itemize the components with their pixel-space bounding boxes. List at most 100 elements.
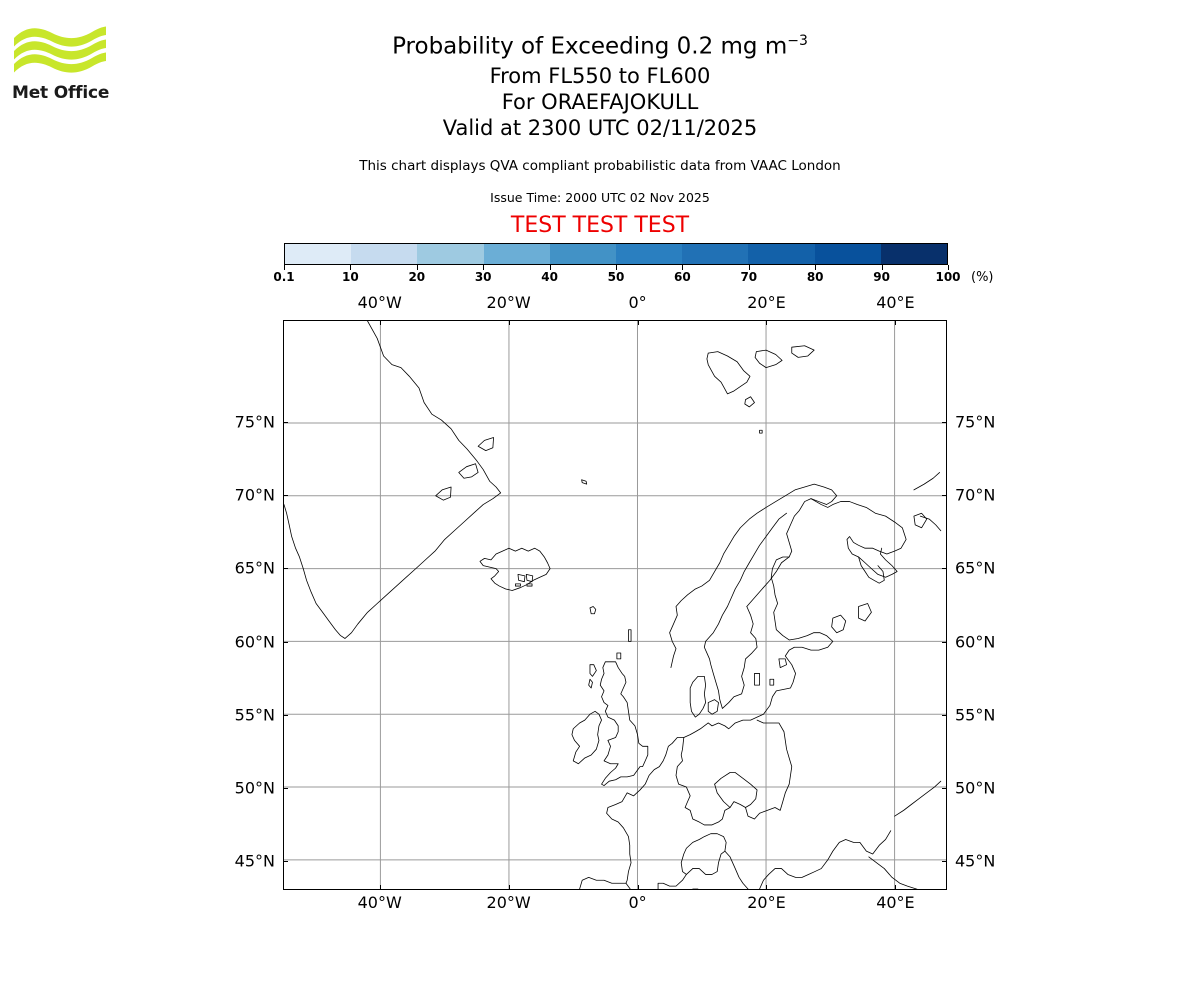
coastline-path-21 [589, 664, 597, 677]
coastline-path-14 [791, 345, 815, 358]
lat-label-left-6: 75°N [234, 412, 275, 432]
colorbar-tick-label-10: 100 [935, 270, 961, 284]
lat-label-left-1: 50°N [234, 778, 275, 798]
colorbar-tick-4 [549, 265, 551, 270]
coastline-path-44 [625, 874, 687, 889]
coastline-path-49 [913, 512, 928, 529]
title-volcano-name: For ORAEFAJOKULL [501, 89, 699, 114]
colorbar-band-5 [616, 244, 683, 264]
coastline-path-23 [616, 652, 622, 660]
coastline-path-10 [581, 479, 588, 485]
lon-label-bottom-2: 0° [628, 893, 647, 912]
lon-tick-bottom-3 [766, 885, 768, 890]
colorbar-tick-6 [682, 265, 684, 270]
colorbar-bands [284, 243, 948, 265]
coastline-path-13 [754, 349, 783, 369]
colorbar-tick-5 [616, 265, 617, 270]
coastline-path-19 [599, 661, 649, 786]
colorbar-tick-8 [815, 265, 817, 270]
lon-tick-bottom-2 [637, 885, 639, 890]
coastline-path-31 [714, 772, 758, 808]
coastline-path-5 [517, 574, 526, 583]
lat-label-right-3: 60°N [955, 632, 996, 652]
lat-label-right-4: 65°N [955, 558, 996, 578]
lat-label-right-1: 50°N [955, 778, 996, 798]
coastline-path-0 [284, 321, 502, 639]
colorbar-tick-label-8: 80 [806, 270, 824, 284]
probability-colorbar [284, 243, 948, 265]
lon-label-top-4: 40°E [876, 293, 915, 312]
map-plot-area[interactable] [283, 320, 947, 890]
lat-label-left-0: 45°N [234, 851, 275, 871]
colorbar-band-0 [285, 244, 352, 264]
chart-title-block: Probability of Exceeding 0.2 mg m−3 From… [0, 26, 1200, 141]
lat-tick-left-4 [283, 568, 288, 570]
title-flight-levels: From FL550 to FL600 [489, 63, 711, 88]
lon-label-top-2: 0° [628, 293, 647, 312]
lon-tick-bottom-0 [379, 885, 381, 890]
coastline-path-7 [515, 583, 521, 587]
lat-tick-left-3 [283, 641, 288, 643]
coastline-path-4 [479, 547, 551, 591]
coastline-path-27 [606, 722, 709, 884]
coastline-path-29 [746, 556, 790, 607]
coastline-path-33 [692, 850, 749, 889]
coastline-paths [284, 321, 942, 889]
lat-tick-left-0 [283, 860, 288, 862]
coastline-path-41 [831, 614, 847, 634]
colorbar-band-7 [748, 244, 815, 264]
colorbar-band-1 [351, 244, 418, 264]
coastline-path-37 [868, 856, 918, 889]
lon-label-top-1: 20°W [486, 293, 531, 312]
lon-tick-bottom-1 [508, 885, 510, 890]
coastline-path-24 [628, 629, 632, 642]
coastline-path-9 [589, 606, 597, 615]
coastline-path-28 [703, 512, 787, 709]
lat-tick-right-3 [942, 641, 947, 643]
title-valid-time: Valid at 2300 UTC 02/11/2025 [442, 115, 758, 140]
colorbar-tick-label-0: 0.1 [273, 270, 295, 284]
lat-label-right-5: 70°N [955, 485, 996, 505]
coastline-path-11 [759, 429, 763, 434]
colorbar-band-2 [417, 244, 484, 264]
coastline-path-20 [571, 710, 602, 765]
page-title: Probability of Exceeding 0.2 mg m−3 [0, 26, 1200, 63]
lon-tick-top-1 [508, 320, 510, 325]
lon-label-bottom-4: 40°E [876, 893, 915, 912]
coastline-path-6 [525, 574, 534, 583]
colorbar-tick-label-9: 90 [873, 270, 890, 284]
issue-time-label: Issue Time: 2000 UTC 02 Nov 2025 [490, 190, 710, 205]
lat-tick-left-2 [283, 714, 288, 716]
coastline-path-40 [754, 673, 760, 686]
lon-tick-top-0 [379, 320, 381, 325]
coastline-path-25 [689, 675, 707, 718]
lat-tick-left-1 [283, 787, 288, 789]
lat-tick-right-5 [942, 495, 947, 497]
page-title-text: Probability of Exceeding 0.2 mg m [392, 33, 788, 60]
lon-tick-top-2 [637, 320, 639, 325]
coastline-path-3 [435, 486, 452, 501]
lat-label-left-4: 65°N [234, 558, 275, 578]
colorbar-tick-label-4: 40 [541, 270, 558, 284]
coastline-path-18 [858, 556, 885, 584]
lat-label-left-3: 60°N [234, 632, 275, 652]
coastline-path-1 [458, 463, 479, 479]
colorbar-tick-label-6: 60 [674, 270, 691, 284]
coastline-path-17 [810, 498, 907, 578]
lat-label-left-2: 55°N [234, 705, 275, 725]
lon-label-bottom-1: 20°W [486, 893, 531, 912]
lat-tick-right-6 [942, 422, 947, 424]
colorbar-tick-7 [748, 265, 750, 270]
colorbar-band-3 [483, 244, 550, 264]
colorbar-tick-0 [284, 265, 285, 270]
lat-tick-left-6 [283, 422, 288, 424]
coastline-path-8 [526, 583, 533, 587]
coastline-path-30 [675, 719, 793, 826]
colorbar-band-6 [682, 244, 749, 264]
lat-tick-right-0 [942, 860, 947, 862]
coastline-path-48 [919, 515, 942, 532]
lat-label-right-6: 75°N [955, 412, 996, 432]
coastline-path-22 [588, 678, 593, 689]
coastline-path-26 [707, 699, 719, 715]
colorbar-tick-label-2: 20 [408, 270, 426, 284]
